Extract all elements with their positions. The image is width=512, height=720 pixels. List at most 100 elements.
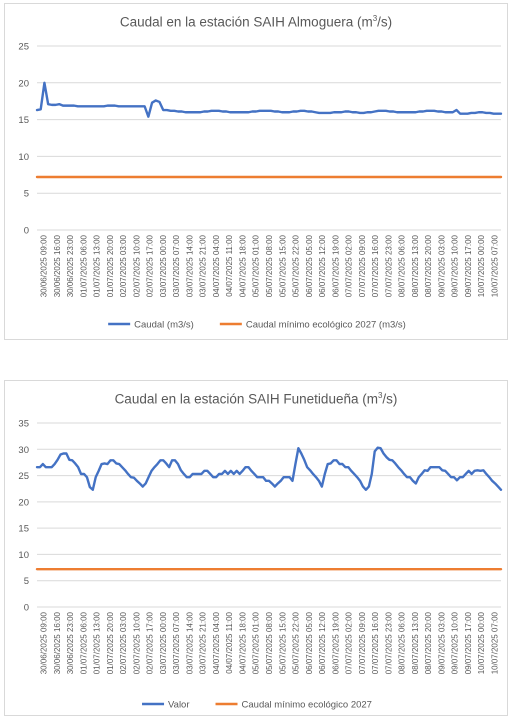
x-tick-label: 02/07/2025 03:00 — [119, 234, 128, 297]
y-tick-label: 10 — [18, 152, 29, 163]
legend-label-2: Caudal mínimo ecológico 2027 — [242, 700, 372, 711]
x-tick-label: 07/07/2025 02:00 — [345, 611, 354, 674]
x-tick-label: 10/07/2025 00:00 — [477, 234, 486, 297]
series-line-1 — [35, 81, 503, 118]
x-tick-label: 08/07/2025 06:00 — [398, 611, 407, 674]
x-tick-label: 07/07/2025 02:00 — [345, 234, 354, 297]
x-tick-label: 09/07/2025 17:00 — [464, 234, 473, 297]
x-tick-label: 07/07/2025 16:00 — [371, 611, 380, 674]
x-tick-label: 05/07/2025 15:00 — [278, 234, 287, 297]
x-tick-label: 08/07/2025 13:00 — [411, 611, 420, 674]
x-tick-label: 01/07/2025 06:00 — [79, 234, 88, 297]
chart-plot-almoguera: 0 5 10 15 20 25 30/06/2025 09:00 30/06/2025 16:… — [18, 42, 503, 331]
x-tick-label: 07/07/2025 23:00 — [384, 611, 393, 674]
x-tick-label: 01/07/2025 06:00 — [79, 611, 88, 674]
y-tick-label: 0 — [24, 226, 29, 237]
x-tick-label: 30/06/2025 16:00 — [53, 611, 62, 674]
x-tick-label: 08/07/2025 20:00 — [424, 234, 433, 297]
x-tick-label: 05/07/2025 22:00 — [292, 234, 301, 297]
x-tick-label: 05/07/2025 01:00 — [252, 234, 261, 297]
x-tick-label: 05/07/2025 01:00 — [252, 611, 261, 674]
x-tick-label: 02/07/2025 17:00 — [146, 234, 155, 297]
x-tick-label: 03/07/2025 07:00 — [172, 234, 181, 297]
x-tick-label: 04/07/2025 18:00 — [238, 234, 247, 297]
x-tick-label: 05/07/2025 08:00 — [265, 234, 274, 297]
x-tick-label: 30/06/2025 09:00 — [40, 234, 49, 297]
y-tick-label: 5 — [24, 189, 29, 200]
x-tick-label: 04/07/2025 18:00 — [238, 611, 247, 674]
x-tick-label: 07/07/2025 16:00 — [371, 234, 380, 297]
y-tick-label: 10 — [18, 550, 29, 561]
legend-label-1: Caudal (m3/s) — [134, 320, 194, 331]
x-tick-label: 01/07/2025 20:00 — [106, 611, 115, 674]
chart-panel-almoguera: Caudal en la estación SAIH Almoguera (m3… — [4, 3, 508, 340]
x-tick-label: 03/07/2025 21:00 — [199, 611, 208, 674]
x-tick-label: 10/07/2025 00:00 — [477, 611, 486, 674]
series-line-1 — [35, 446, 503, 491]
y-tick-label: 25 — [18, 471, 29, 482]
x-tick-label: 04/07/2025 11:00 — [225, 611, 234, 673]
chart-title-main: Caudal en la estación SAIH Almoguera (m — [119, 14, 373, 30]
chart-panel-fuentidena: Caudal en la estación SAIH Funetidueña (… — [4, 380, 508, 716]
x-tick-label: 30/06/2025 09:00 — [40, 611, 49, 674]
chart-title-end: /s) — [382, 391, 398, 407]
x-tick-label: 30/06/2025 23:00 — [66, 611, 75, 674]
x-tick-label: 03/07/2025 00:00 — [159, 611, 168, 674]
x-tick-label: 09/07/2025 10:00 — [451, 611, 460, 674]
chart-title-sup: 3 — [372, 14, 378, 23]
x-tick-label: 04/07/2025 04:00 — [212, 234, 221, 297]
x-tick-label: 06/07/2025 19:00 — [331, 611, 340, 674]
chart-title: Caudal en la estación SAIH Almoguera (m3… — [5, 14, 507, 30]
chart-title-main: Caudal en la estación SAIH Funetidueña (… — [114, 391, 378, 407]
chart-plot-fuentidena: 0 5 10 15 20 25 30 35 30/06/2025 09:00 30/06/2025… — [18, 419, 503, 711]
x-tick-label: 03/07/2025 14:00 — [185, 234, 194, 297]
x-tick-label: 02/07/2025 10:00 — [132, 611, 141, 674]
x-tick-label: 03/07/2025 00:00 — [159, 234, 168, 297]
x-tick-label: 03/07/2025 21:00 — [199, 234, 208, 297]
x-tick-label: 05/07/2025 22:00 — [292, 611, 301, 674]
x-tick-label: 05/07/2025 15:00 — [278, 611, 287, 674]
y-tick-label: 25 — [18, 42, 29, 53]
y-tick-label: 0 — [24, 603, 29, 614]
x-tick-label: 06/07/2025 05:00 — [305, 234, 314, 297]
x-tick-label: 02/07/2025 17:00 — [146, 611, 155, 674]
x-tick-label: 07/07/2025 23:00 — [384, 234, 393, 297]
x-tick-label: 09/07/2025 03:00 — [437, 611, 446, 674]
x-tick-label: 09/07/2025 10:00 — [451, 234, 460, 297]
y-tick-label: 30 — [18, 445, 29, 456]
x-tick-label: 08/07/2025 13:00 — [411, 234, 420, 297]
x-tick-label: 06/07/2025 19:00 — [331, 234, 340, 297]
x-tick-label: 01/07/2025 13:00 — [93, 611, 102, 674]
chart-title-end: /s) — [377, 14, 393, 30]
y-tick-label: 20 — [18, 497, 29, 508]
chart-title: Caudal en la estación SAIH Funetidueña (… — [5, 391, 507, 407]
x-tick-label: 09/07/2025 03:00 — [437, 234, 446, 297]
legend-label-2: Caudal mínimo ecológico 2027 (m3/s) — [246, 320, 406, 331]
x-tick-label: 06/07/2025 12:00 — [318, 611, 327, 674]
x-tick-label: 08/07/2025 06:00 — [398, 234, 407, 297]
y-tick-label: 20 — [18, 78, 29, 89]
x-tick-label: 01/07/2025 20:00 — [106, 234, 115, 297]
x-tick-label: 09/07/2025 17:00 — [464, 611, 473, 674]
x-tick-label: 30/06/2025 23:00 — [66, 234, 75, 297]
x-tick-label: 04/07/2025 04:00 — [212, 611, 221, 674]
x-tick-label: 01/07/2025 13:00 — [93, 234, 102, 297]
x-tick-label: 30/06/2025 16:00 — [53, 234, 62, 297]
x-tick-label: 02/07/2025 10:00 — [132, 234, 141, 297]
y-tick-label: 35 — [18, 419, 29, 430]
x-tick-label: 03/07/2025 14:00 — [185, 611, 194, 674]
x-tick-label: 07/07/2025 09:00 — [358, 234, 367, 297]
x-tick-label: 10/07/2025 07:00 — [490, 611, 499, 674]
y-tick-label: 5 — [24, 576, 29, 587]
x-tick-label: 06/07/2025 12:00 — [318, 234, 327, 297]
x-tick-label: 02/07/2025 03:00 — [119, 611, 128, 674]
legend-label-1: Valor — [168, 700, 189, 711]
y-tick-label: 15 — [18, 115, 29, 126]
chart-title-sup: 3 — [377, 391, 383, 400]
x-tick-label: 04/07/2025 11:00 — [225, 234, 234, 296]
x-tick-label: 10/07/2025 07:00 — [490, 234, 499, 297]
x-tick-label: 03/07/2025 07:00 — [172, 611, 181, 674]
y-tick-label: 15 — [18, 524, 29, 535]
x-tick-label: 05/07/2025 08:00 — [265, 611, 274, 674]
x-tick-label: 06/07/2025 05:00 — [305, 611, 314, 674]
